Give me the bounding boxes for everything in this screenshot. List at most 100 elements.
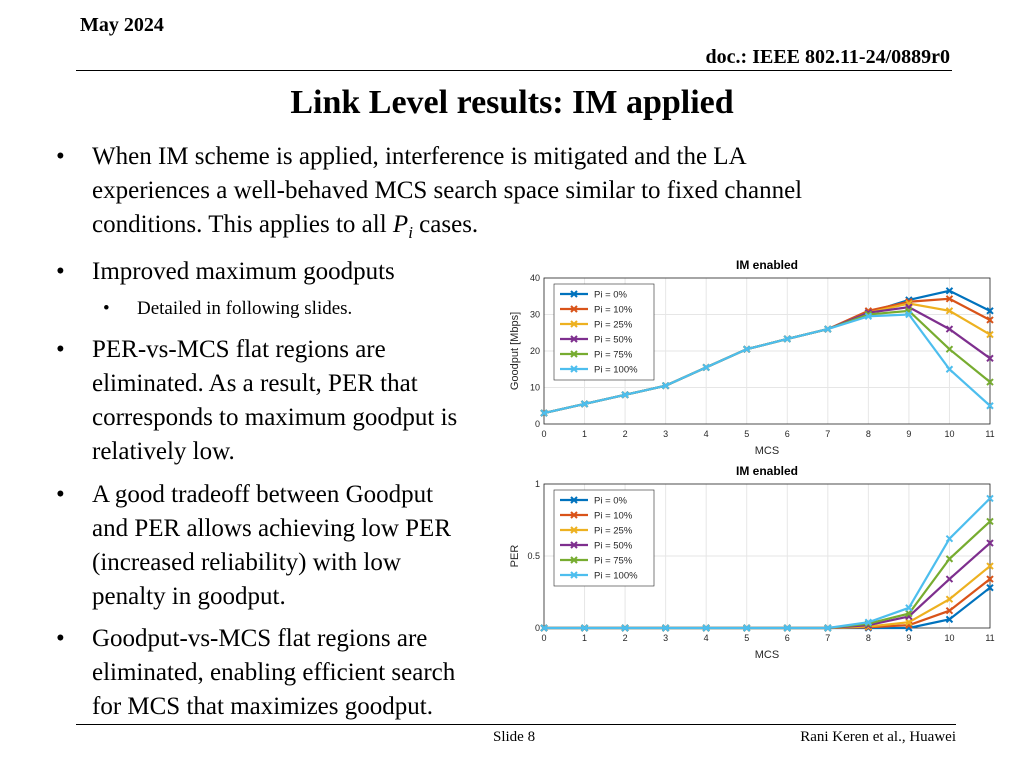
chart-title: IM enabled xyxy=(736,464,798,478)
bullet-line: Detailed in following slides. xyxy=(137,298,353,319)
bullet-line: A good tradeoff between Goodput xyxy=(92,481,434,508)
legend-label: Pi = 75% xyxy=(594,350,633,361)
data-point xyxy=(945,607,954,615)
axes-frame xyxy=(543,277,991,425)
marker-stroke xyxy=(905,310,913,319)
data-point xyxy=(986,402,994,410)
marker-stroke xyxy=(702,363,710,372)
series-line xyxy=(543,313,991,415)
data-point xyxy=(540,409,548,417)
data-point xyxy=(945,615,954,624)
goodput-chart: IM enabled 0 1 2 3 4 5 6 7 8 9 10 11 0 10 20 30 40 MCS Good… xyxy=(509,258,995,457)
x-axis-label: MCS xyxy=(755,649,779,661)
marker-stroke xyxy=(945,365,954,373)
data-point xyxy=(661,624,670,632)
bullet-marker: • xyxy=(56,143,65,170)
x-tick-label: 10 xyxy=(944,429,954,439)
x-tick-label: 11 xyxy=(985,429,994,439)
data-point xyxy=(986,517,994,526)
marker-stroke xyxy=(570,290,578,298)
marker-stroke xyxy=(570,335,578,343)
x-tick-label: 6 xyxy=(785,429,790,439)
x-tick-label: 0 xyxy=(541,429,546,439)
marker-stroke xyxy=(580,624,589,632)
data-point xyxy=(986,562,994,570)
data-point xyxy=(570,320,578,328)
marker-stroke xyxy=(864,618,873,626)
marker-stroke xyxy=(945,615,954,624)
data-point xyxy=(986,583,994,592)
marker-stroke xyxy=(570,365,578,373)
marker-stroke xyxy=(945,595,954,603)
x-tick-label: 6 xyxy=(785,633,790,643)
marker-stroke xyxy=(986,583,994,592)
data-point xyxy=(570,541,578,549)
bullet-line: relatively low. xyxy=(92,438,235,465)
marker-stroke xyxy=(945,575,954,583)
marker-stroke xyxy=(905,609,913,618)
bullet-marker: • xyxy=(56,336,65,363)
data-point xyxy=(986,539,994,547)
x-tick-label: 5 xyxy=(744,633,749,643)
marker-stroke xyxy=(570,526,578,534)
x-tick-label: 2 xyxy=(623,429,628,439)
data-point xyxy=(570,556,578,564)
bullet-marker: • xyxy=(56,625,65,652)
x-tick-label: 4 xyxy=(704,429,709,439)
marker-stroke xyxy=(905,618,913,626)
marker-stroke xyxy=(580,400,589,408)
legend-label: Pi = 10% xyxy=(594,305,633,316)
legend-label: Pi = 100% xyxy=(594,571,638,582)
marker-stroke xyxy=(986,378,994,386)
data-point xyxy=(621,391,629,399)
data-point xyxy=(570,335,578,343)
marker-stroke xyxy=(570,541,578,549)
legend-box xyxy=(553,283,655,381)
data-point xyxy=(986,307,994,315)
marker-stroke xyxy=(570,496,578,504)
data-point xyxy=(945,365,954,373)
x-tick-label: 3 xyxy=(663,633,668,643)
y-tick-label: 30 xyxy=(530,310,540,320)
bullet-line: Goodput-vs-MCS flat regions are xyxy=(92,625,428,652)
legend-label: Pi = 10% xyxy=(594,511,633,522)
x-tick-label: 2 xyxy=(623,633,628,643)
marker-stroke xyxy=(824,325,832,333)
sub-bullet-detailed: • Detailed in following slides. xyxy=(103,296,353,322)
marker-stroke xyxy=(986,517,994,526)
data-point xyxy=(580,624,589,632)
y-tick-label: 40 xyxy=(530,273,540,283)
bullet-line: Improved maximum goodputs xyxy=(92,258,395,285)
bullet-line: corresponds to maximum goodput is xyxy=(92,404,458,431)
bullet-per-flat: • PER-vs-MCS flat regions are eliminated… xyxy=(56,333,458,469)
x-tick-label: 8 xyxy=(866,429,871,439)
slide-title: Link Level results: IM applied xyxy=(290,84,734,121)
math-p: P xyxy=(392,211,409,238)
y-tick-label: 10 xyxy=(530,383,540,393)
marker-stroke xyxy=(945,607,954,615)
x-tick-label: 1 xyxy=(582,429,587,439)
marker-stroke xyxy=(986,494,994,503)
marker-stroke xyxy=(986,307,994,315)
x-tick-label: 5 xyxy=(744,429,749,439)
marker-stroke xyxy=(945,555,954,563)
y-axis-label: PER xyxy=(509,545,521,568)
data-point xyxy=(783,624,791,632)
data-point xyxy=(945,345,954,353)
bullet-line: PER-vs-MCS flat regions are xyxy=(92,336,386,363)
marker-stroke xyxy=(945,535,954,543)
data-point xyxy=(986,330,994,339)
footer-slide-number: Slide 8 xyxy=(493,729,536,745)
bullet-line: eliminated. As a result, PER that xyxy=(92,370,418,397)
data-point xyxy=(986,354,994,363)
footer-author: Rani Keren et al., Huawei xyxy=(800,729,956,745)
data-point xyxy=(945,295,954,303)
data-point xyxy=(824,624,832,632)
legend-label: Pi = 0% xyxy=(594,290,628,301)
bullet-line: eliminated, enabling efficient search xyxy=(92,659,456,686)
marker-stroke xyxy=(570,305,578,313)
legend-label: Pi = 25% xyxy=(594,526,633,537)
data-point xyxy=(864,618,873,626)
data-point xyxy=(905,618,913,626)
data-point xyxy=(540,624,548,632)
